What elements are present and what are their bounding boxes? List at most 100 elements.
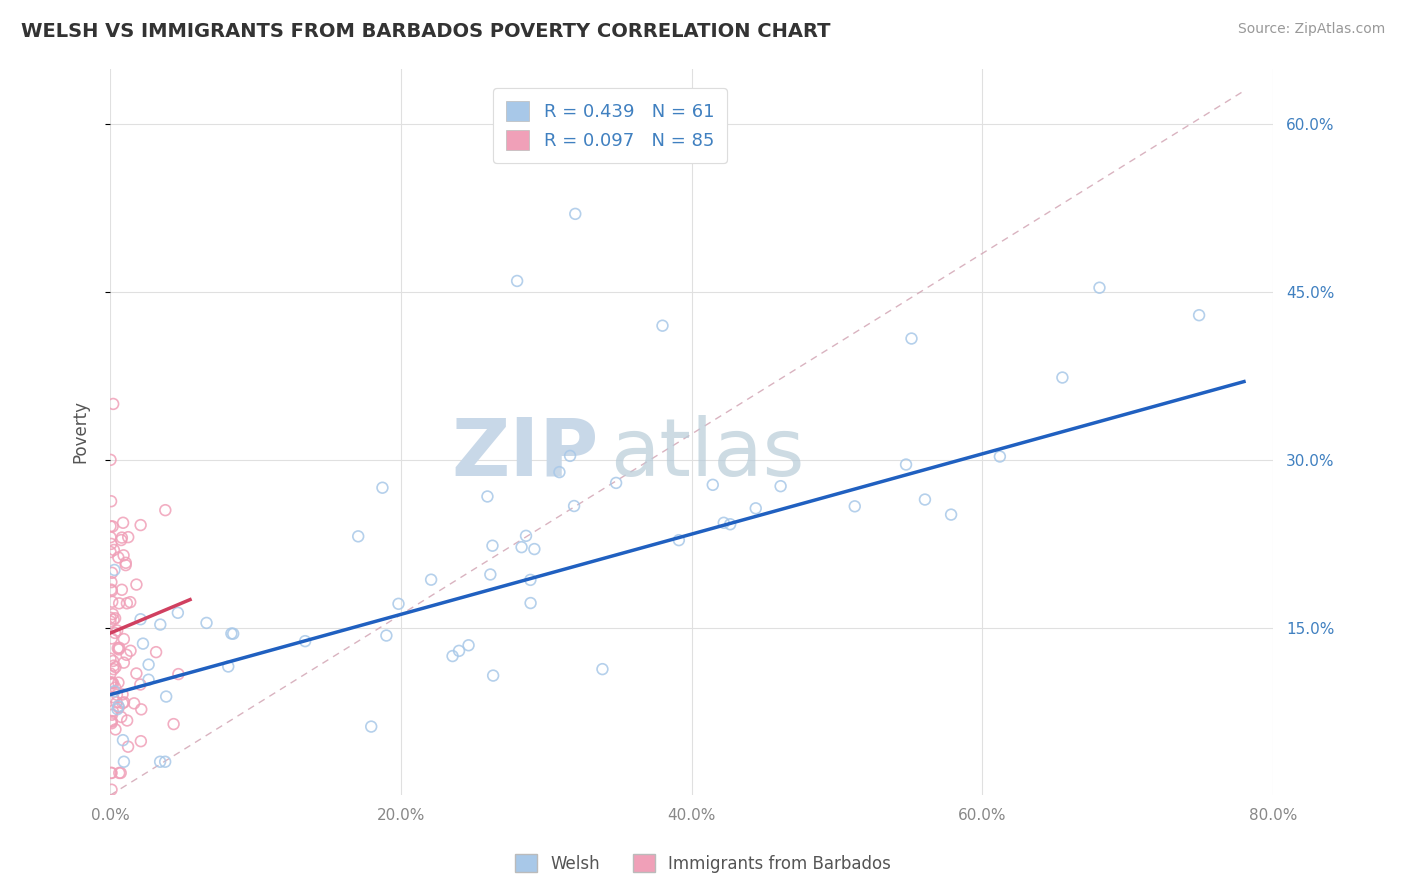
Point — [100, 766, 122, 780]
Point — [122, 697, 145, 711]
Point — [745, 501, 768, 516]
Point — [112, 516, 135, 530]
Point — [651, 318, 673, 333]
Point — [387, 597, 409, 611]
Point — [477, 490, 499, 504]
Point — [558, 449, 581, 463]
Point — [222, 626, 245, 640]
Point — [1088, 281, 1111, 295]
Point — [115, 596, 138, 610]
Point — [371, 481, 394, 495]
Point — [107, 702, 129, 716]
Point — [844, 500, 866, 514]
Point — [100, 545, 122, 559]
Point — [110, 710, 132, 724]
Point — [111, 733, 134, 747]
Point — [1188, 308, 1211, 322]
Point — [162, 717, 184, 731]
Point — [519, 596, 541, 610]
Point — [104, 626, 127, 640]
Point — [105, 624, 128, 638]
Point — [103, 658, 125, 673]
Point — [100, 675, 122, 690]
Point — [100, 530, 122, 544]
Point — [110, 766, 132, 780]
Point — [103, 563, 125, 577]
Y-axis label: Poverty: Poverty — [72, 401, 89, 464]
Point — [101, 583, 124, 598]
Point — [149, 617, 172, 632]
Point — [100, 453, 122, 467]
Legend: R = 0.439   N = 61, R = 0.097   N = 85: R = 0.439 N = 61, R = 0.097 N = 85 — [494, 88, 727, 162]
Point — [510, 540, 533, 554]
Point — [718, 517, 741, 532]
Point — [112, 549, 135, 563]
Point — [103, 662, 125, 676]
Point — [107, 699, 129, 714]
Point — [104, 611, 127, 625]
Point — [101, 690, 124, 705]
Point — [668, 533, 690, 548]
Point — [103, 543, 125, 558]
Point — [112, 656, 135, 670]
Point — [101, 676, 124, 690]
Point — [138, 673, 160, 687]
Point — [347, 529, 370, 543]
Point — [1052, 370, 1074, 384]
Point — [101, 519, 124, 533]
Point — [107, 550, 129, 565]
Point — [101, 714, 124, 729]
Point — [100, 611, 122, 625]
Text: WELSH VS IMMIGRANTS FROM BARBADOS POVERTY CORRELATION CHART: WELSH VS IMMIGRANTS FROM BARBADOS POVERT… — [21, 22, 831, 41]
Point — [447, 644, 470, 658]
Point — [988, 450, 1011, 464]
Point — [104, 681, 127, 695]
Point — [112, 632, 135, 646]
Point — [769, 479, 792, 493]
Point — [294, 634, 316, 648]
Point — [103, 613, 125, 627]
Point — [591, 662, 613, 676]
Point — [221, 626, 243, 640]
Point — [115, 648, 138, 662]
Point — [100, 666, 122, 681]
Point — [120, 595, 142, 609]
Point — [420, 573, 443, 587]
Point — [101, 654, 124, 668]
Point — [100, 537, 122, 551]
Point — [195, 615, 218, 630]
Point — [112, 695, 135, 709]
Point — [166, 606, 188, 620]
Point — [375, 628, 398, 642]
Point — [457, 638, 479, 652]
Point — [108, 640, 131, 655]
Point — [111, 582, 134, 597]
Point — [515, 529, 537, 543]
Point — [103, 397, 125, 411]
Point — [114, 556, 136, 570]
Point — [114, 558, 136, 573]
Point — [125, 577, 148, 591]
Point — [104, 723, 127, 737]
Point — [132, 637, 155, 651]
Point — [482, 668, 505, 682]
Point — [100, 575, 122, 590]
Point — [101, 676, 124, 690]
Point — [441, 648, 464, 663]
Text: ZIP: ZIP — [451, 415, 599, 492]
Text: Source: ZipAtlas.com: Source: ZipAtlas.com — [1237, 22, 1385, 37]
Point — [112, 755, 135, 769]
Point — [105, 695, 128, 709]
Point — [155, 503, 177, 517]
Point — [564, 207, 586, 221]
Point — [479, 567, 502, 582]
Point — [107, 641, 129, 656]
Point — [110, 533, 132, 547]
Point — [100, 519, 122, 533]
Point — [481, 539, 503, 553]
Point — [107, 700, 129, 714]
Point — [523, 542, 546, 557]
Point — [129, 612, 152, 626]
Point — [101, 707, 124, 722]
Point — [111, 531, 134, 545]
